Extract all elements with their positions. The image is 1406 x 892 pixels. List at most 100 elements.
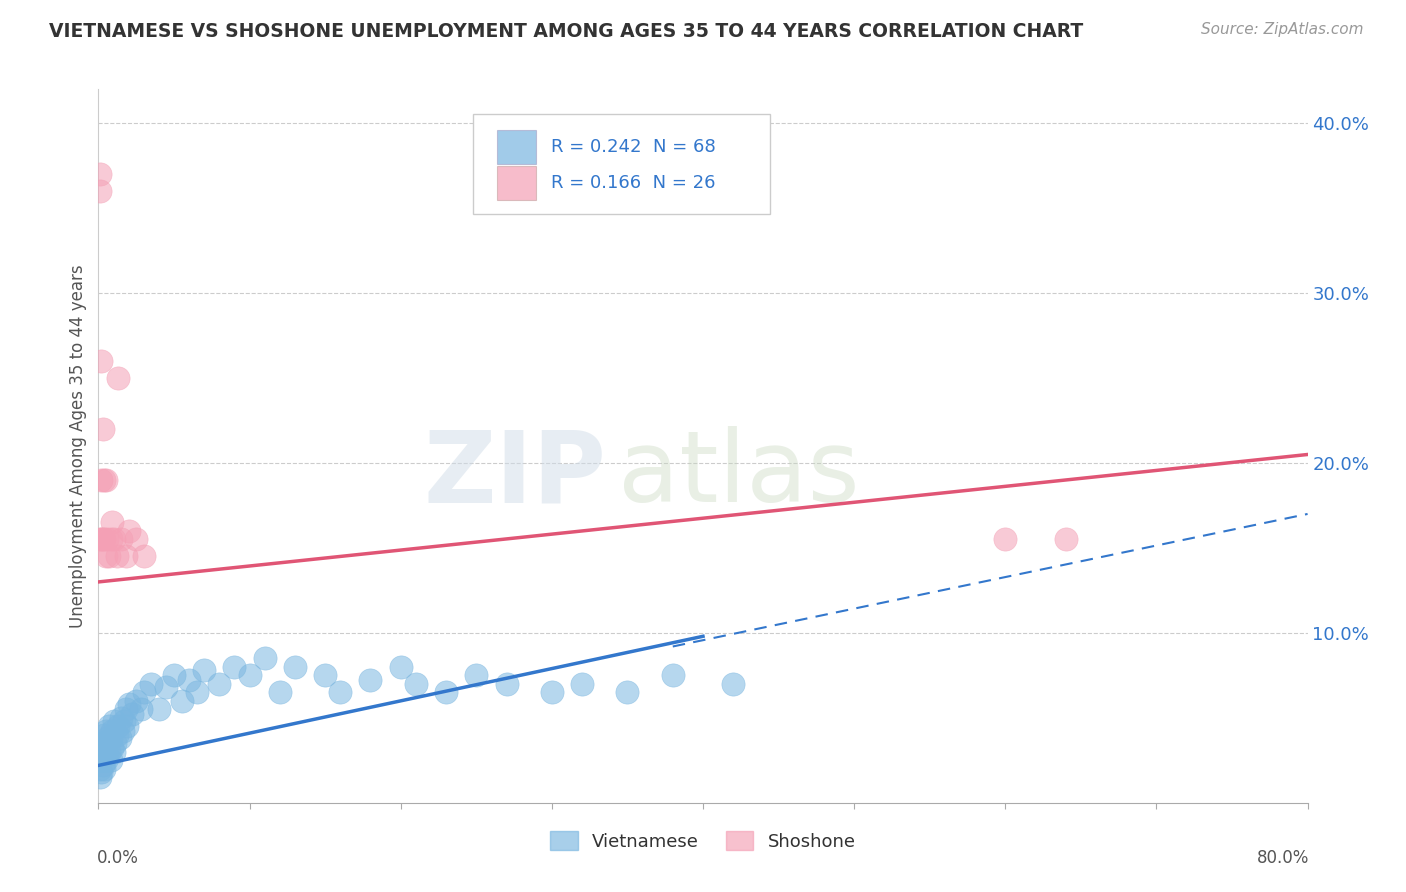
Point	[495, 677, 517, 691]
Point	[104, 736, 127, 750]
Point	[108, 731, 131, 746]
Point	[118, 698, 141, 712]
Point	[89, 762, 111, 776]
Point	[115, 719, 138, 733]
Text: ZIP: ZIP	[423, 426, 606, 523]
Point	[101, 741, 124, 756]
Point	[571, 677, 593, 691]
Point	[94, 753, 117, 767]
Point	[121, 707, 143, 722]
Text: 0.0%: 0.0%	[97, 849, 139, 867]
Text: VIETNAMESE VS SHOSHONE UNEMPLOYMENT AMONG AGES 35 TO 44 YEARS CORRELATION CHART: VIETNAMESE VS SHOSHONE UNEMPLOYMENT AMON…	[49, 22, 1084, 41]
Point	[93, 473, 115, 487]
Point	[96, 748, 118, 763]
Point	[723, 677, 745, 691]
Point	[100, 731, 122, 746]
Point	[90, 753, 112, 767]
Point	[112, 714, 135, 729]
Text: 80.0%: 80.0%	[1257, 849, 1309, 867]
Point	[94, 724, 117, 739]
Point	[90, 745, 112, 759]
Point	[91, 533, 114, 547]
Point	[100, 533, 122, 547]
Y-axis label: Unemployment Among Ages 35 to 44 years: Unemployment Among Ages 35 to 44 years	[69, 264, 87, 628]
Point	[94, 736, 117, 750]
Point	[105, 728, 128, 742]
Point	[90, 473, 112, 487]
Point	[96, 533, 118, 547]
Point	[125, 694, 148, 708]
Point	[89, 184, 111, 198]
Point	[114, 702, 136, 716]
Point	[91, 422, 114, 436]
Point	[94, 549, 117, 564]
Point	[98, 719, 121, 733]
Text: R = 0.242  N = 68: R = 0.242 N = 68	[551, 138, 716, 156]
Point	[141, 677, 163, 691]
Point	[179, 673, 201, 688]
Legend: Vietnamese, Shoshone: Vietnamese, Shoshone	[543, 824, 863, 858]
Point	[103, 745, 125, 759]
Point	[170, 694, 193, 708]
Point	[148, 702, 170, 716]
Point	[186, 685, 208, 699]
Point	[132, 685, 155, 699]
Point	[405, 677, 427, 691]
Text: R = 0.166  N = 26: R = 0.166 N = 26	[551, 174, 716, 192]
Point	[253, 651, 276, 665]
Point	[89, 745, 111, 759]
FancyBboxPatch shape	[474, 114, 769, 214]
Point	[389, 660, 412, 674]
Point	[93, 762, 115, 776]
Point	[96, 731, 118, 746]
Point	[110, 533, 132, 547]
Bar	[498, 166, 536, 200]
Point	[101, 516, 124, 530]
Point	[90, 736, 112, 750]
Point	[360, 673, 382, 688]
Point	[103, 533, 125, 547]
Point	[98, 549, 121, 564]
Point	[465, 668, 488, 682]
Point	[661, 668, 683, 682]
Bar	[498, 130, 536, 164]
Point	[314, 668, 336, 682]
Point	[107, 371, 129, 385]
Point	[100, 753, 122, 767]
Point	[239, 668, 262, 682]
Point	[118, 524, 141, 538]
Point	[1054, 533, 1077, 547]
Point	[129, 702, 152, 716]
Point	[111, 724, 134, 739]
Point	[90, 533, 112, 547]
Point	[90, 765, 112, 780]
Point	[132, 549, 155, 564]
Point	[107, 719, 129, 733]
Text: Source: ZipAtlas.com: Source: ZipAtlas.com	[1201, 22, 1364, 37]
Point	[89, 770, 111, 784]
Point	[98, 745, 121, 759]
Point	[269, 685, 291, 699]
Point	[994, 533, 1017, 547]
Point	[94, 473, 117, 487]
Point	[224, 660, 246, 674]
Point	[193, 663, 215, 677]
Point	[91, 758, 114, 772]
Point	[434, 685, 457, 699]
Point	[125, 533, 148, 547]
Point	[155, 680, 177, 694]
Point	[91, 736, 114, 750]
Point	[284, 660, 307, 674]
Point	[105, 549, 128, 564]
Point	[616, 685, 638, 699]
Point	[208, 677, 231, 691]
Point	[89, 533, 111, 547]
Point	[329, 685, 352, 699]
Point	[90, 354, 112, 368]
Point	[114, 549, 136, 564]
Text: atlas: atlas	[619, 426, 860, 523]
Point	[103, 714, 125, 729]
Point	[89, 167, 111, 181]
Point	[93, 741, 115, 756]
Point	[163, 668, 186, 682]
